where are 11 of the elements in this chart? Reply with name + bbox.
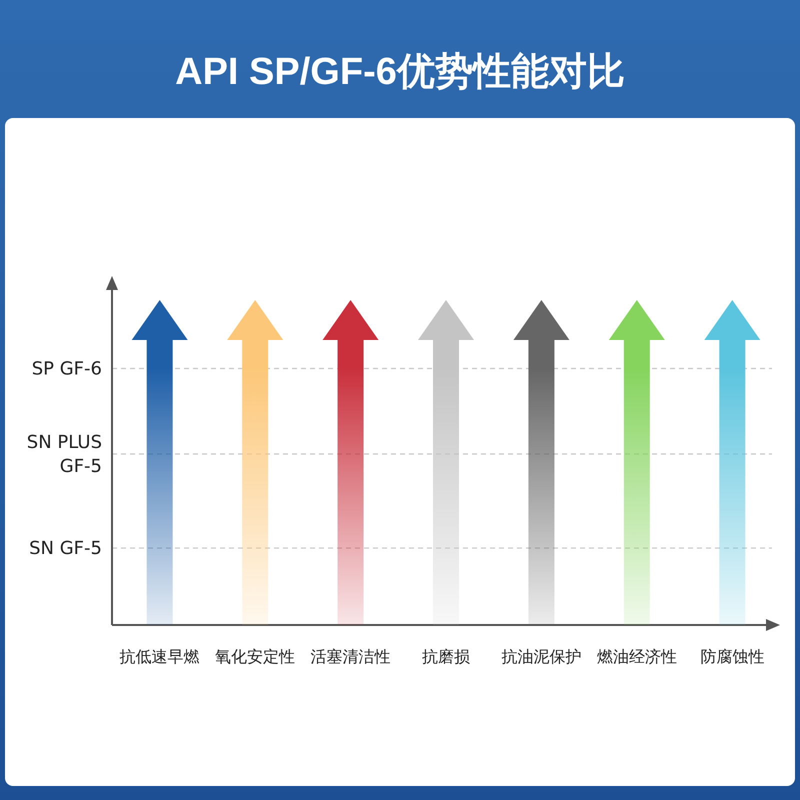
x-tick-label: 抗低速早燃 xyxy=(120,647,200,666)
ref-line-label: SN PLUS GF-5 xyxy=(26,432,102,477)
x-tick-label: 活塞清洁性 xyxy=(310,647,391,666)
x-tick-label: 氧化安定性 xyxy=(215,647,296,666)
x-tick-label: 抗油泥保护 xyxy=(501,647,582,666)
chart-title: API SP/GF-6优势性能对比 xyxy=(175,51,625,93)
x-tick-label: 防腐蚀性 xyxy=(700,647,764,666)
x-tick-label: 燃油经济性 xyxy=(596,647,677,666)
ref-line-label: SP GF-6 xyxy=(32,358,102,380)
ref-line-label: SN GF-5 xyxy=(29,538,102,560)
x-tick-label: 抗磨损 xyxy=(422,647,470,666)
